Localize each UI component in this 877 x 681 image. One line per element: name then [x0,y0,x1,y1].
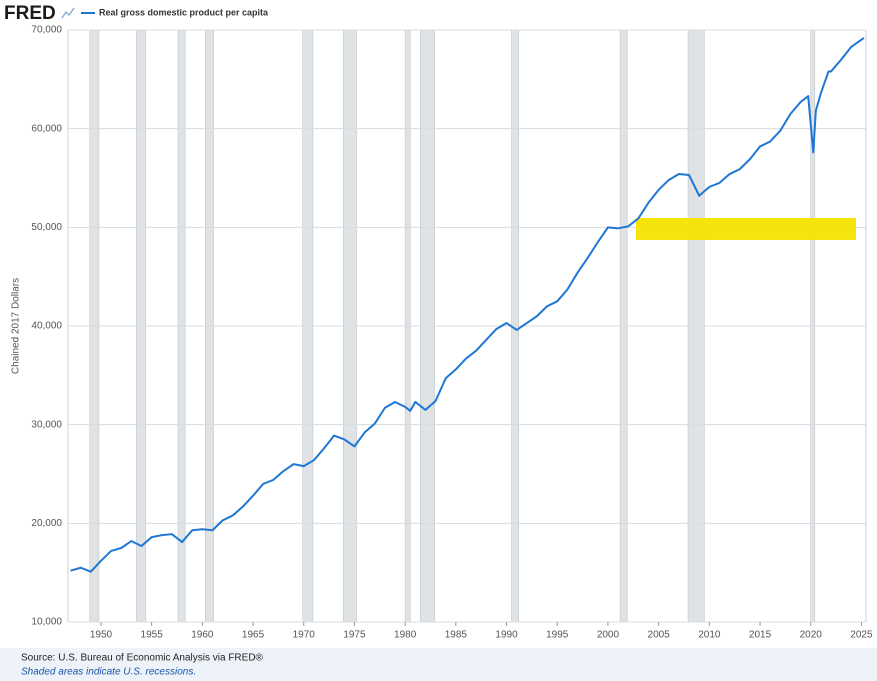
x-tick-label: 2015 [749,630,772,641]
highlight [636,218,856,240]
logo-icon [61,7,75,19]
x-tick-label: 2020 [800,630,823,641]
series-line [70,37,865,573]
x-tick-label: 2000 [597,630,620,641]
source: Source: U.S. Bureau of Economic Analysis… [21,653,264,664]
y-tick-label: 60,000 [31,123,62,134]
x-tick-label: 2025 [850,630,873,641]
y-tick-label: 50,000 [31,222,62,233]
x-tick-label: 1995 [546,630,569,641]
x-tick-label: 1955 [141,630,164,641]
recession-note: Shaded areas indicate U.S. recessions. [21,667,196,678]
y-tick-label: 10,000 [31,617,62,628]
x-tick-label: 1985 [445,630,468,641]
footer-band [0,648,877,681]
legend-label: Real gross domestic product per capita [99,7,269,17]
x-tick-label: 1965 [242,630,265,641]
y-axis-label: Chained 2017 Dollars [11,278,22,374]
x-tick-label: 1960 [191,630,214,641]
x-tick-label: 1950 [90,630,113,641]
y-tick-label: 70,000 [31,25,62,36]
x-tick-label: 1980 [394,630,417,641]
logo: FRED [4,3,56,24]
y-tick-label: 20,000 [31,518,62,529]
x-tick-label: 1975 [343,630,366,641]
x-tick-label: 2005 [648,630,671,641]
lines [70,37,865,573]
x-tick-label: 1970 [293,630,316,641]
x-tick-label: 1990 [495,630,518,641]
y-tick-label: 30,000 [31,419,62,430]
x-tick-label: 2010 [698,630,721,641]
y-tick-label: 40,000 [31,321,62,332]
